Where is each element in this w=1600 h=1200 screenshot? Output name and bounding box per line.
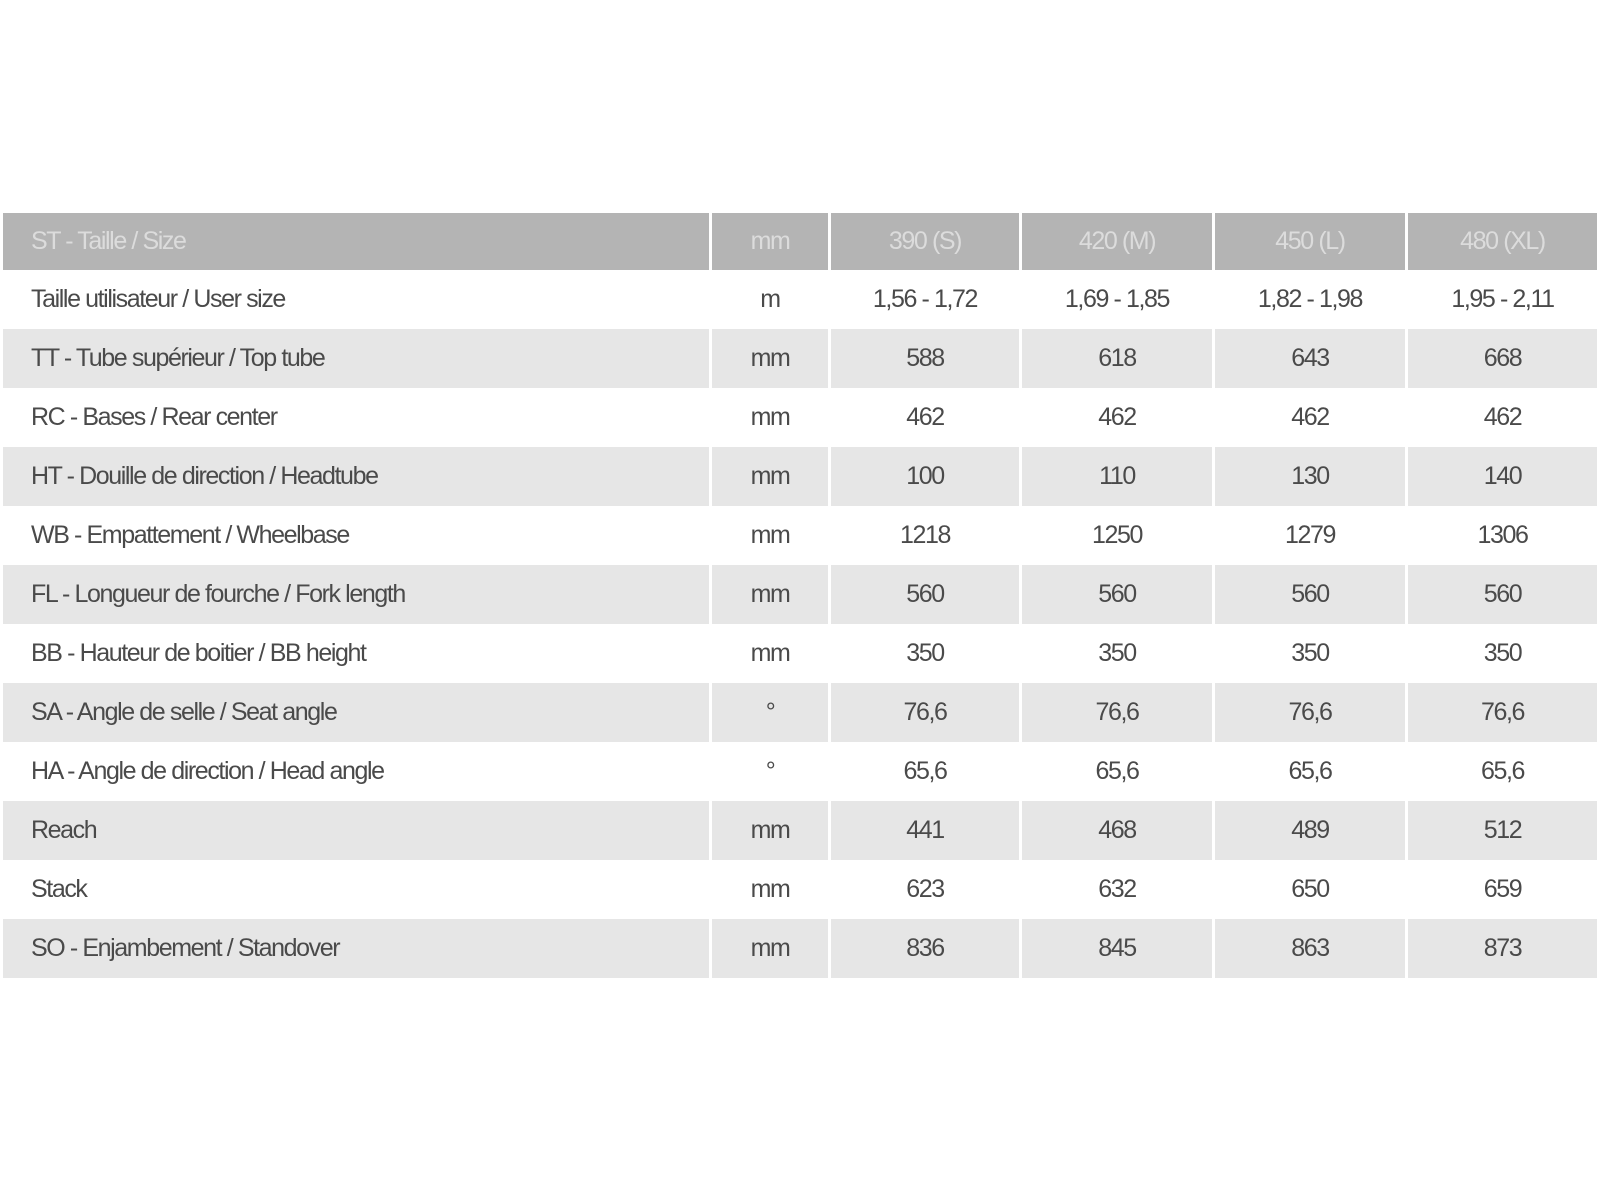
header-size-s: 390 (S)	[831, 213, 1019, 270]
value-l: 350	[1215, 624, 1405, 683]
value-xl: 462	[1408, 388, 1597, 447]
row-label: TT - Tube supérieur / Top tube	[3, 329, 709, 388]
value-m: 110	[1022, 447, 1212, 506]
row-label: Taille utilisateur / User size	[3, 270, 709, 329]
header-size-xl: 480 (XL)	[1408, 213, 1597, 270]
value-xl: 1306	[1408, 506, 1597, 565]
row-unit: mm	[712, 329, 828, 388]
value-xl: 873	[1408, 919, 1597, 978]
value-l: 130	[1215, 447, 1405, 506]
value-l: 76,6	[1215, 683, 1405, 742]
value-s: 623	[831, 860, 1019, 919]
value-xl: 65,6	[1408, 742, 1597, 801]
value-xl: 560	[1408, 565, 1597, 624]
header-row: ST - Taille / Size mm 390 (S) 420 (M) 45…	[3, 213, 1597, 270]
table-row: BB - Hauteur de boitier / BB height mm 350…	[3, 624, 1597, 683]
table-row: TT - Tube supérieur / Top tube mm 588 618 64…	[3, 329, 1597, 388]
value-s: 100	[831, 447, 1019, 506]
row-unit: mm	[712, 388, 828, 447]
value-xl: 659	[1408, 860, 1597, 919]
value-xl: 140	[1408, 447, 1597, 506]
table-row: Reach mm 441 468 489 512	[3, 801, 1597, 860]
value-xl: 512	[1408, 801, 1597, 860]
header-size-m: 420 (M)	[1022, 213, 1212, 270]
header-size-l: 450 (L)	[1215, 213, 1405, 270]
value-s: 836	[831, 919, 1019, 978]
table-row: SA - Angle de selle / Seat angle ° 76,6 76,…	[3, 683, 1597, 742]
value-s: 76,6	[831, 683, 1019, 742]
row-label: HA - Angle de direction / Head angle	[3, 742, 709, 801]
row-unit: mm	[712, 801, 828, 860]
value-s: 1218	[831, 506, 1019, 565]
value-xl: 76,6	[1408, 683, 1597, 742]
row-label: Stack	[3, 860, 709, 919]
value-m: 618	[1022, 329, 1212, 388]
value-m: 560	[1022, 565, 1212, 624]
value-l: 560	[1215, 565, 1405, 624]
value-l: 462	[1215, 388, 1405, 447]
row-unit: mm	[712, 447, 828, 506]
table-row: Stack mm 623 632 650 659	[3, 860, 1597, 919]
value-m: 76,6	[1022, 683, 1212, 742]
row-label: RC - Bases / Rear center	[3, 388, 709, 447]
row-label: SA - Angle de selle / Seat angle	[3, 683, 709, 742]
value-s: 462	[831, 388, 1019, 447]
header-size-label: ST - Taille / Size	[3, 213, 709, 270]
value-s: 560	[831, 565, 1019, 624]
value-m: 1,69 - 1,85	[1022, 270, 1212, 329]
row-unit: mm	[712, 624, 828, 683]
value-m: 350	[1022, 624, 1212, 683]
value-l: 65,6	[1215, 742, 1405, 801]
table-row: RC - Bases / Rear center mm 462 462 462 462	[3, 388, 1597, 447]
row-unit: mm	[712, 919, 828, 978]
value-xl: 1,95 - 2,11	[1408, 270, 1597, 329]
value-m: 845	[1022, 919, 1212, 978]
table-row: HA - Angle de direction / Head angle ° 65,…	[3, 742, 1597, 801]
table-row: Taille utilisateur / User size m 1,56 - 1,…	[3, 270, 1597, 329]
value-s: 1,56 - 1,72	[831, 270, 1019, 329]
value-m: 632	[1022, 860, 1212, 919]
row-unit: °	[712, 683, 828, 742]
value-xl: 350	[1408, 624, 1597, 683]
value-l: 1279	[1215, 506, 1405, 565]
row-label: WB - Empattement / Wheelbase	[3, 506, 709, 565]
value-l: 1,82 - 1,98	[1215, 270, 1405, 329]
geometry-table: ST - Taille / Size mm 390 (S) 420 (M) 45…	[0, 213, 1600, 978]
row-unit: mm	[712, 565, 828, 624]
value-m: 468	[1022, 801, 1212, 860]
row-unit: mm	[712, 506, 828, 565]
table-row: WB - Empattement / Wheelbase mm 1218 1250 12…	[3, 506, 1597, 565]
value-l: 650	[1215, 860, 1405, 919]
header-unit: mm	[712, 213, 828, 270]
value-s: 441	[831, 801, 1019, 860]
value-l: 489	[1215, 801, 1405, 860]
value-m: 65,6	[1022, 742, 1212, 801]
value-m: 1250	[1022, 506, 1212, 565]
value-l: 863	[1215, 919, 1405, 978]
value-s: 350	[831, 624, 1019, 683]
row-unit: mm	[712, 860, 828, 919]
row-label: HT - Douille de direction / Headtube	[3, 447, 709, 506]
row-unit: °	[712, 742, 828, 801]
row-label: FL - Longueur de fourche / Fork length	[3, 565, 709, 624]
row-label: Reach	[3, 801, 709, 860]
table-row: SO - Enjambement / Standover mm 836 845 863 8…	[3, 919, 1597, 978]
value-s: 588	[831, 329, 1019, 388]
value-l: 643	[1215, 329, 1405, 388]
value-s: 65,6	[831, 742, 1019, 801]
row-label: BB - Hauteur de boitier / BB height	[3, 624, 709, 683]
value-xl: 668	[1408, 329, 1597, 388]
table-row: HT - Douille de direction / Headtube mm 10…	[3, 447, 1597, 506]
value-m: 462	[1022, 388, 1212, 447]
row-unit: m	[712, 270, 828, 329]
row-label: SO - Enjambement / Standover	[3, 919, 709, 978]
table-row: FL - Longueur de fourche / Fork length mm…	[3, 565, 1597, 624]
